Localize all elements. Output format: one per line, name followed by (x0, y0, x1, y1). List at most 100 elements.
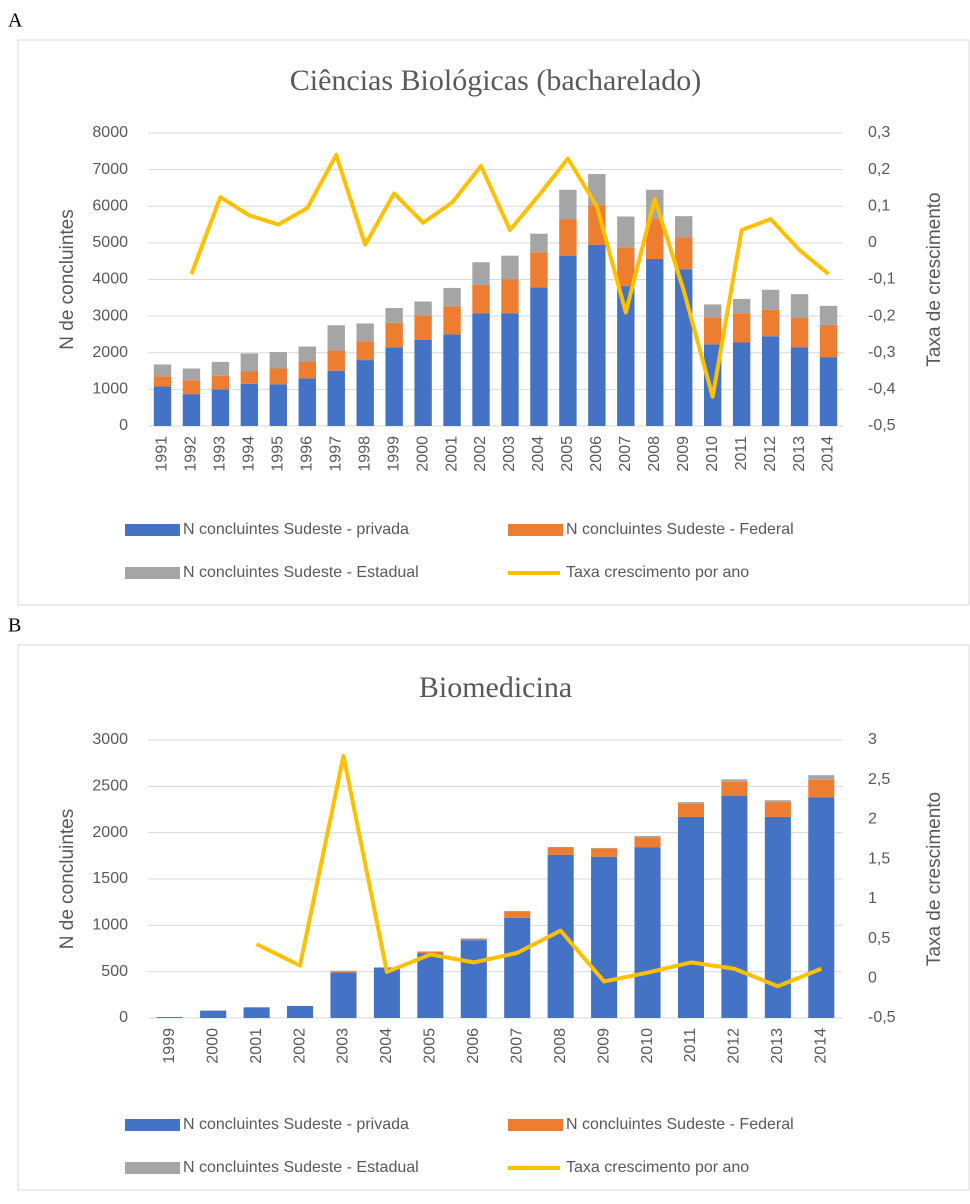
y2-axis-title: Taxa de crescimento (924, 192, 945, 366)
bar (559, 255, 577, 426)
bar (327, 370, 345, 426)
x-tick-label: 1997 (327, 436, 344, 472)
y2-tick-label: -0,3 (868, 344, 896, 361)
bar (269, 384, 287, 426)
bar (530, 287, 548, 426)
x-tick-label: 1994 (241, 436, 258, 472)
panel-label: B (8, 615, 21, 637)
legend-swatch (125, 1119, 180, 1131)
legend-swatch (508, 524, 563, 536)
bar (721, 781, 748, 796)
bar (243, 1007, 270, 1018)
x-tick-label: 2002 (472, 436, 489, 472)
bar (677, 802, 704, 804)
x-tick-label: 2001 (248, 1028, 265, 1064)
bar (790, 294, 809, 318)
x-tick-label: 2009 (675, 436, 692, 472)
x-tick-label: 1991 (154, 436, 171, 472)
panel-frame (17, 644, 970, 1191)
y-tick-label: 3000 (92, 731, 128, 748)
y-tick-label: 6000 (92, 197, 128, 214)
x-tick-label: 2010 (639, 1028, 656, 1064)
x-tick-label: 2014 (820, 436, 837, 472)
x-tick-label: 2007 (617, 436, 634, 472)
bar (808, 797, 835, 1018)
x-tick-label: 2000 (204, 1028, 221, 1064)
x-tick-label: 2010 (704, 436, 721, 472)
x-tick-label: 2013 (769, 1028, 786, 1064)
legend-label: Taxa crescimento por ano (566, 564, 749, 581)
bar (634, 847, 661, 1018)
legend-label: N concluintes Sudeste - Federal (566, 521, 794, 538)
bar (790, 317, 809, 348)
legend-label: N concluintes Sudeste - privada (183, 1116, 409, 1133)
bar (385, 308, 403, 323)
bar (287, 1005, 314, 1018)
y-tick-label: 3000 (92, 307, 128, 324)
bar (443, 306, 461, 335)
bar (677, 803, 704, 817)
bar (153, 386, 172, 426)
bar (501, 313, 519, 426)
y2-tick-label: 0,3 (868, 124, 890, 141)
y-tick-label: 1000 (92, 381, 128, 398)
bar (182, 380, 201, 395)
bar (385, 322, 403, 348)
bar (460, 938, 487, 941)
bar (559, 189, 577, 220)
x-tick-label: 2012 (726, 1028, 743, 1064)
bar (675, 216, 693, 238)
y-axis-title: N de concluintes (57, 209, 78, 349)
bar (790, 347, 809, 426)
x-tick-label: 2001 (443, 436, 460, 472)
bar (530, 252, 548, 288)
x-tick-label: 2003 (335, 1028, 352, 1064)
bar (819, 305, 838, 325)
y-tick-label: 2500 (92, 778, 128, 795)
y2-tick-label: -0,5 (868, 417, 896, 434)
x-tick-label: 2008 (646, 436, 663, 472)
x-tick-label: 2014 (813, 1028, 830, 1064)
bar (414, 301, 432, 316)
y2-tick-label: 1,5 (868, 850, 890, 867)
bar (200, 1010, 227, 1018)
legend-swatch (125, 567, 180, 579)
bar (211, 389, 230, 426)
bar (373, 967, 400, 1018)
x-tick-label: 2004 (378, 1028, 395, 1064)
bar (808, 779, 835, 798)
x-tick-label: 1999 (161, 1028, 178, 1064)
x-tick-label: 2007 (508, 1028, 525, 1064)
bar (646, 258, 664, 426)
y2-tick-label: -0,5 (868, 1009, 896, 1026)
bar (646, 219, 664, 259)
bar (732, 298, 751, 314)
bar (443, 287, 461, 307)
legend-label: N concluintes Sudeste - Estadual (183, 564, 419, 581)
legend-label: N concluintes Sudeste - Federal (566, 1116, 794, 1133)
bar (240, 353, 259, 372)
bar (704, 304, 722, 318)
y2-tick-label: 0 (868, 970, 877, 987)
bar (417, 953, 444, 1018)
bar (211, 361, 230, 376)
bar (240, 383, 259, 426)
bar (591, 856, 618, 1018)
y2-tick-label: 2 (868, 811, 877, 828)
y-tick-label: 8000 (92, 124, 128, 141)
x-tick-label: 2012 (762, 436, 779, 472)
bar (504, 917, 531, 1018)
bar (414, 339, 432, 426)
legend-label: Taxa crescimento por ano (566, 1159, 749, 1176)
chart-title: Biomedicina (419, 671, 572, 704)
bar (761, 309, 780, 337)
y2-axis-title: Taxa de crescimento (924, 792, 945, 966)
bar (417, 951, 444, 954)
bar (675, 237, 693, 270)
x-tick-label: 1996 (298, 436, 315, 472)
x-tick-label: 2005 (422, 1028, 439, 1064)
bar (153, 364, 172, 377)
bar (156, 1017, 183, 1018)
legend-swatch (508, 1119, 563, 1131)
